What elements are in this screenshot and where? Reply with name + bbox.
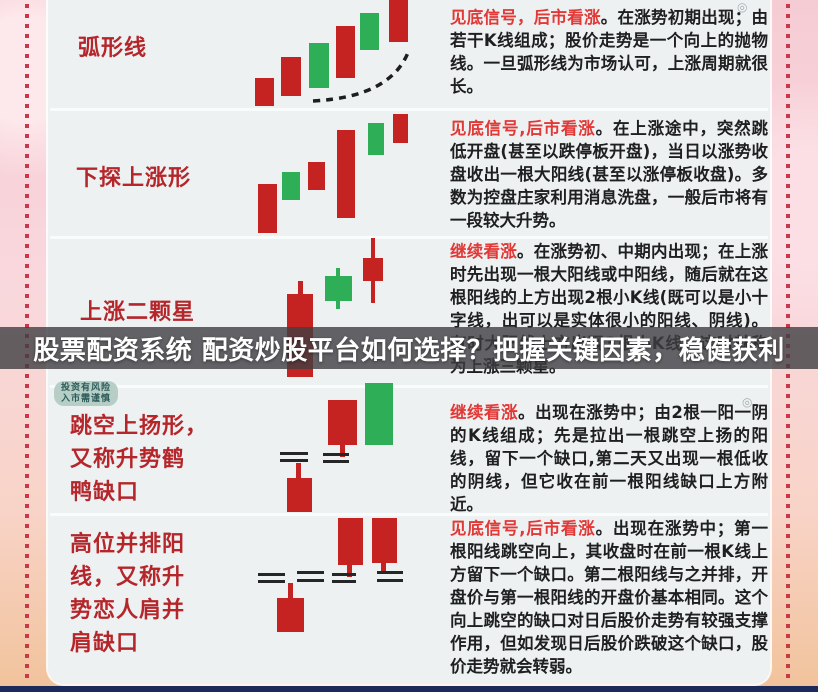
pattern-name-gap-up: 跳空上扬形， 又称升势鹤 鸭缺口 xyxy=(70,410,208,509)
pattern-desc-1: 见底信号，后市看涨。在涨势初期出现；由若干K线组成；股价走势是一个向上的抛物线。… xyxy=(450,6,768,98)
watermark-icon: ◎ xyxy=(742,395,753,409)
pattern-name-line: 鸭缺口 xyxy=(70,480,140,505)
row-divider xyxy=(50,236,768,239)
row-divider xyxy=(50,108,768,111)
description-text: 。出现在涨势中；第一根阳线跳空向上，其收盘时在前一根K线上方留下一个缺口。第二根… xyxy=(450,519,769,676)
description-text: 。出现在涨势中；由2根一阳一阴的K线组成；先是拉出一根跳空上扬的阳线，留下一个缺… xyxy=(450,403,769,514)
description-text: 。在涨势初期出现；由若干K线组成；股价走势是一个向上的抛物线。一旦弧形线为市场认… xyxy=(450,8,768,96)
pattern-name-line: 跳空上扬形， xyxy=(70,414,209,439)
pattern-name-line: 下探上涨形 xyxy=(76,166,192,191)
pattern-name-dip-rise: 下探上涨形 xyxy=(76,162,191,195)
risk-disclaimer-badge: 投资有风险 入市需谨慎 xyxy=(54,381,119,406)
pattern-name-arc-line: 弧形线 xyxy=(78,32,147,65)
pattern-name-line: 势恋人肩并 xyxy=(70,598,186,623)
signal-text: 继续看涨 xyxy=(450,403,519,422)
pattern-desc-2: 见底信号,后市看涨。在上涨途中，突然跳低开盘(甚至以跌停板开盘)，当日以涨势收盘… xyxy=(450,117,768,232)
pattern-name-line: 弧形线 xyxy=(78,36,148,61)
risk-disclaimer-line: 投资有风险 xyxy=(61,383,112,393)
pattern-name-line: 又称升势鹤 xyxy=(70,447,186,472)
signal-text: 见底信号,后市看涨 xyxy=(450,519,596,538)
signal-text: 继续看涨 xyxy=(450,242,517,261)
pattern-name-parallel-yang: 高位并排阳 线，又称升 势恋人肩并 肩缺口 xyxy=(70,528,185,660)
headline-text: 股票配资系统 配资炒股平台如何选择？把握关键因素，稳健获利 xyxy=(33,335,785,366)
pattern-name-line: 线，又称升 xyxy=(70,565,186,590)
bottom-navy-bar xyxy=(0,686,818,692)
headline-banner: 股票配资系统 配资炒股平台如何选择？把握关键因素，稳健获利 xyxy=(0,327,818,369)
risk-disclaimer-line: 入市需谨慎 xyxy=(61,393,112,404)
watermark-icon: ◎ xyxy=(737,0,748,14)
row-divider xyxy=(50,513,768,516)
pattern-name-line: 上涨二颗星 xyxy=(80,300,196,325)
row-divider xyxy=(50,385,768,388)
pattern-desc-4: 继续看涨。出现在涨势中；由2根一阳一阴的K线组成；先是拉出一根跳空上扬的阳线，留… xyxy=(450,401,768,516)
description-text: 。在上涨途中，突然跳低开盘(甚至以跌停板开盘)，当日以涨势收盘收出一根大阳线(甚… xyxy=(450,119,769,230)
pattern-name-line: 肩缺口 xyxy=(70,631,140,656)
pattern-name-two-stars: 上涨二颗星 xyxy=(80,296,195,329)
signal-text: 见底信号,后市看涨 xyxy=(450,119,596,138)
pattern-desc-5: 见底信号,后市看涨。出现在涨势中；第一根阳线跳空向上，其收盘时在前一根K线上方留… xyxy=(450,517,768,678)
signal-text: 见底信号，后市看涨 xyxy=(450,8,601,27)
pattern-name-line: 高位并排阳 xyxy=(70,532,186,557)
